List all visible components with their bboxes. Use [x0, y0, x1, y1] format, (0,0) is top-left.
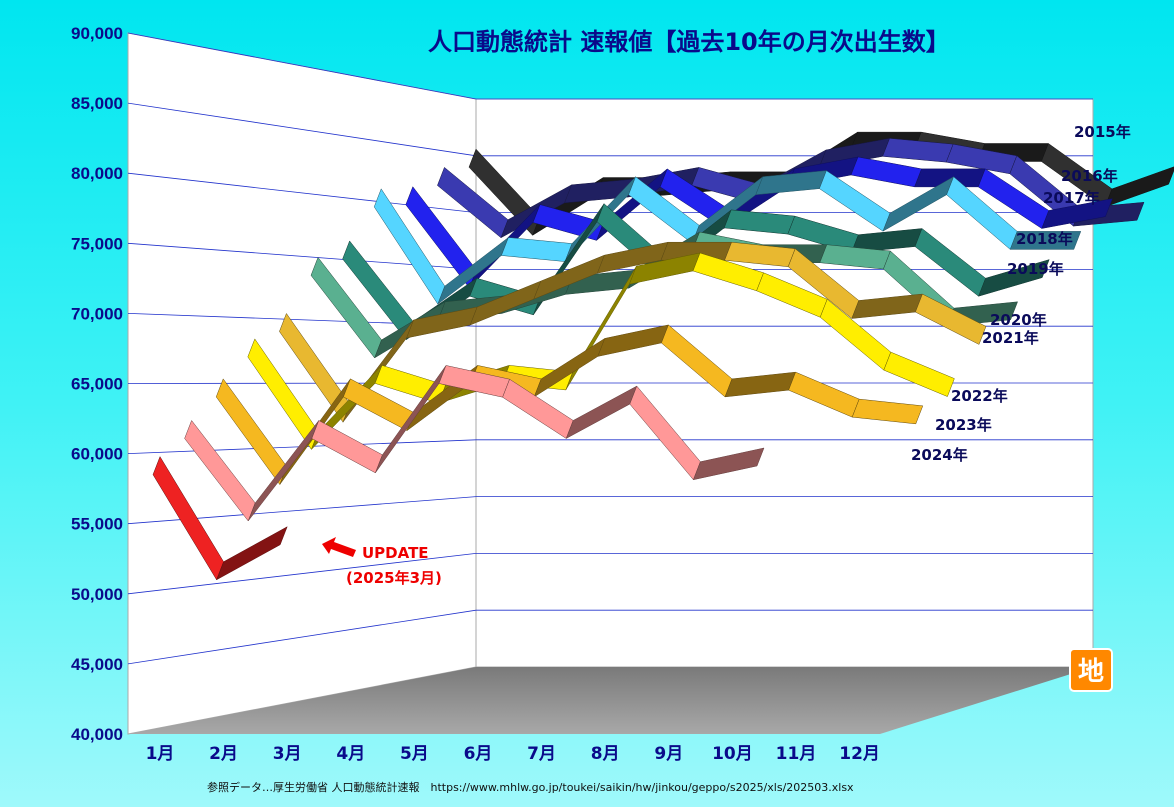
- x-tick-label: 7月: [527, 744, 556, 764]
- series-ribbon: [184, 365, 765, 522]
- series-label: 2017年: [1043, 189, 1100, 207]
- y-tick-label: 75,000: [71, 234, 123, 253]
- logo-text: 地: [1078, 657, 1104, 687]
- ribbon-segment: [851, 398, 924, 425]
- ribbon-segment: [1009, 231, 1082, 250]
- x-tick-label: 12月: [839, 744, 880, 764]
- ribbon-segment: [915, 293, 987, 345]
- gridline-left: [127, 553, 477, 595]
- x-axis-ticks: 1月 2月 3月 4月 5月 6月 7月 8月 9月 10月 11月 12月: [146, 744, 880, 764]
- gridline-left: [127, 102, 477, 157]
- x-tick-label: 3月: [273, 744, 302, 764]
- update-date-annotation: (2025年3月): [346, 569, 442, 587]
- update-annotation: UPDATE: [362, 544, 429, 562]
- x-tick-label: 10月: [712, 744, 753, 764]
- y-tick-label: 70,000: [71, 304, 123, 323]
- series-ribbon: [152, 456, 288, 581]
- x-tick-label: 8月: [591, 744, 620, 764]
- y-tick-label: 85,000: [71, 94, 123, 113]
- gridline-left: [127, 32, 477, 100]
- series-label: 2016年: [1061, 167, 1118, 185]
- y-tick-label: 65,000: [71, 375, 123, 394]
- series-label: 2024年: [911, 446, 968, 464]
- series-label: 2019年: [1007, 260, 1064, 278]
- ribbon-segment: [216, 526, 288, 581]
- ribbon-segment: [978, 259, 1050, 297]
- x-tick-label: 4月: [336, 744, 365, 764]
- gridline-left: [127, 609, 477, 665]
- floor: [128, 667, 1093, 734]
- logo: 地: [1069, 648, 1113, 692]
- chart-title: 人口動態統計 速報値【過去10年の月次出生数】: [428, 28, 950, 56]
- x-tick-label: 1月: [146, 744, 175, 764]
- y-tick-label: 90,000: [71, 24, 123, 43]
- series-label: 2018年: [1016, 230, 1073, 248]
- x-tick-label: 6月: [464, 744, 493, 764]
- series-label: 2022年: [951, 387, 1008, 405]
- series-ribbons: [152, 131, 1174, 581]
- series-label: 2023年: [935, 416, 992, 434]
- series-label: 2015年: [1074, 123, 1131, 141]
- y-axis-ticks: 40,000 45,000 50,000 55,000 60,000 65,000 70,0…: [71, 24, 123, 744]
- x-tick-label: 5月: [400, 744, 429, 764]
- series-label: 2021年: [982, 329, 1039, 347]
- y-tick-label: 40,000: [71, 725, 123, 744]
- ribbon-segment: [692, 447, 765, 481]
- x-tick-label: 11月: [776, 744, 817, 764]
- y-tick-label: 80,000: [71, 164, 123, 183]
- y-tick-label: 55,000: [71, 515, 123, 534]
- series-label: 2020年: [990, 311, 1047, 329]
- y-tick-label: 50,000: [71, 585, 123, 604]
- ribbon-segment: [883, 351, 955, 397]
- y-tick-label: 45,000: [71, 655, 123, 674]
- y-tick-label: 60,000: [71, 445, 123, 464]
- update-arrow-icon: [322, 537, 356, 557]
- source-text: 参照データ…厚生労働省 人口動態統計速報 https://www.mhlw.go…: [207, 780, 854, 794]
- x-tick-label: 2月: [209, 744, 238, 764]
- x-tick-label: 9月: [654, 744, 683, 764]
- ribbon-segment: [1041, 198, 1113, 229]
